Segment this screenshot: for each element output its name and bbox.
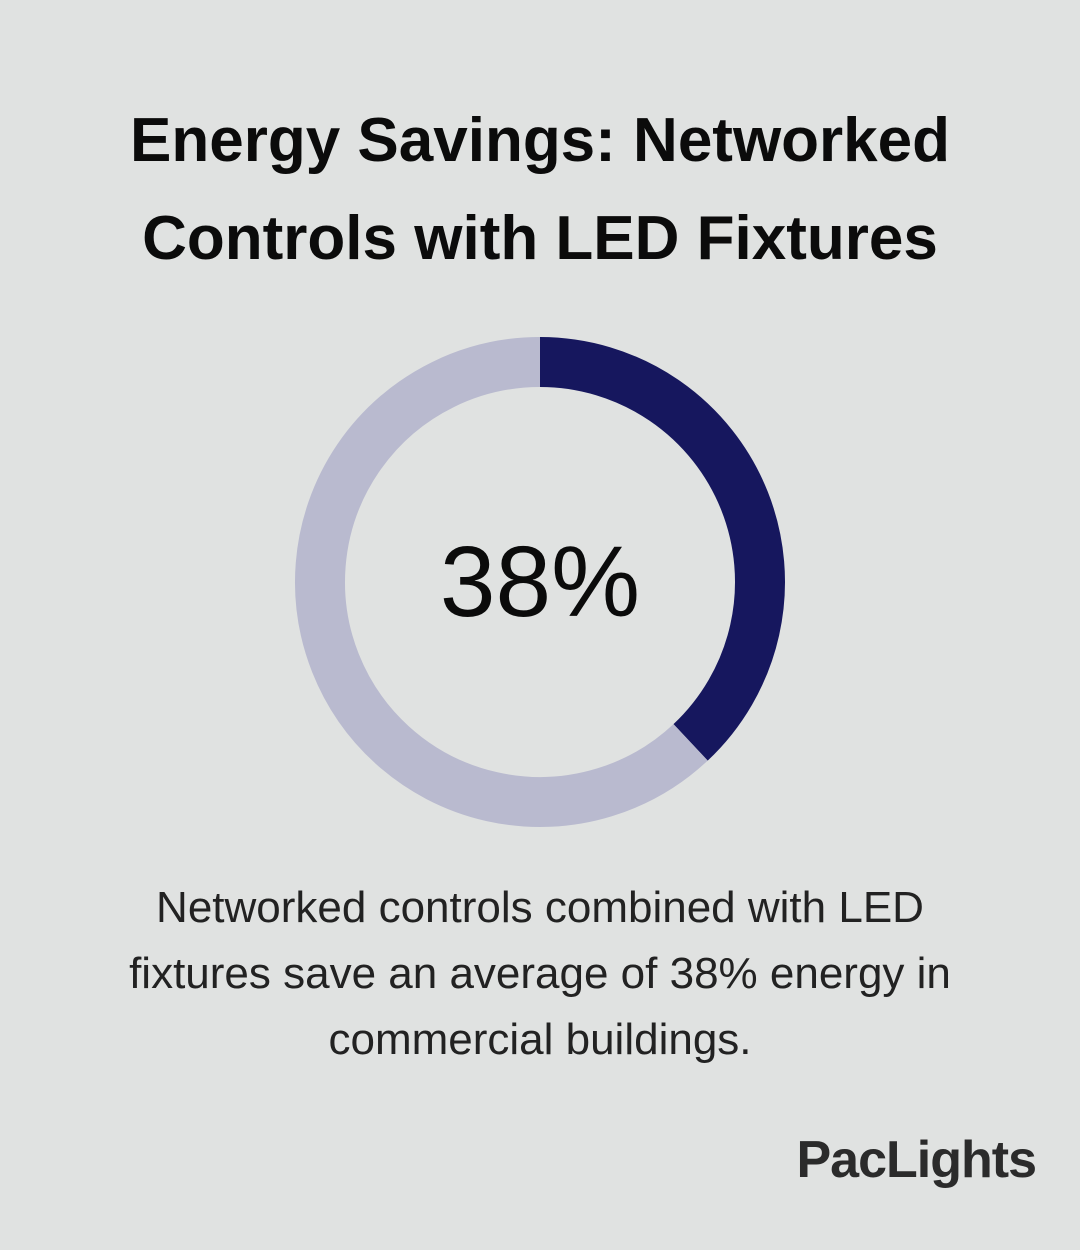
brand-logo: PacLights	[796, 1131, 1037, 1189]
center-label: 38%	[440, 526, 640, 638]
donut-segment	[539, 337, 785, 761]
chart-title: Energy Savings: Networked Controls with …	[129, 106, 951, 273]
caption: Networked controls combined with LED fix…	[129, 883, 951, 1064]
donut-segment	[295, 337, 708, 827]
